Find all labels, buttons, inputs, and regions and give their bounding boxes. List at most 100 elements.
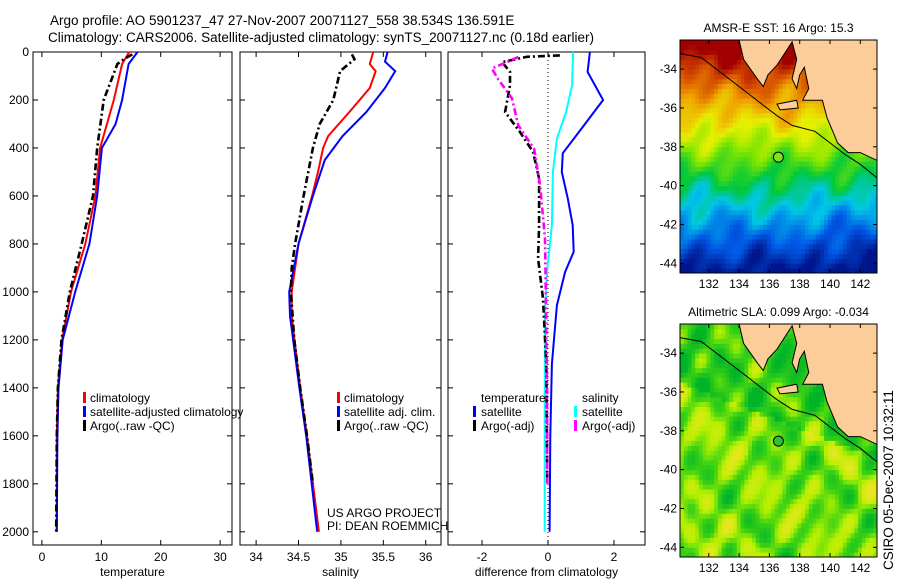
map-cell [702,440,707,446]
map-cell [755,93,760,99]
map-cell [808,103,813,109]
map-cell [680,243,685,250]
map-cell [869,243,874,250]
map-cell [774,117,779,123]
map-cell [752,175,757,182]
map-cell [687,348,692,354]
map-cell [850,532,855,538]
map-cell [736,489,741,495]
map-cell [717,234,723,240]
map-cell [763,479,768,485]
map-cell [744,445,749,451]
map-cell [736,127,741,133]
map-cell [714,108,719,114]
map-cell [842,205,848,211]
map-cell [717,44,723,51]
map-cell [820,171,825,177]
map-cell [698,513,704,519]
map-cell [805,464,810,471]
map-cell [695,108,700,114]
map-cell [801,88,806,94]
map-cell [733,377,738,383]
map-cell [839,190,844,196]
map-cell [748,98,753,104]
map-cell [744,523,749,529]
map-cell [714,40,719,46]
map-cell [687,49,692,55]
map-cell [736,382,741,388]
map-cell [835,459,840,466]
map-cell [816,518,821,524]
map-cell [736,205,741,211]
map-cell [812,214,817,221]
map-cell [752,209,757,216]
map-cell [748,214,753,221]
map-cell [854,209,859,216]
map-cell [778,239,783,245]
map-cell [812,229,817,235]
map-cell [793,542,798,548]
map-cell [835,180,840,187]
map-cell [706,200,711,206]
map-cell [786,166,791,172]
map-cell [729,353,734,359]
map-cell [831,547,836,553]
map-cell [801,200,806,206]
map-cell [782,348,787,354]
map-cell [680,440,685,446]
map-cell [839,263,844,269]
map-cell [687,523,692,529]
map-cell [748,547,753,553]
map-cell [680,416,685,422]
map-cell [740,103,745,109]
map-cell [793,513,798,519]
map-cell [778,406,783,412]
map-cell [698,450,704,456]
map-cell [683,146,688,153]
map-cell [736,392,741,398]
map-cell [729,324,734,330]
map-cell [714,243,719,250]
map-cell [824,435,829,441]
map-cell [740,547,745,553]
map-cell [770,161,776,167]
map-cell [714,234,719,240]
map-cell [755,137,760,143]
map-cell [680,532,685,538]
map-cell [774,362,779,369]
map-cell [755,537,760,543]
map-cell [680,333,685,339]
map-cell [831,493,836,500]
map-cell [691,333,696,339]
map-cell [816,161,821,167]
map-cell [839,248,844,254]
map-cell [827,175,832,182]
map-cell [850,498,855,505]
map-cell [824,503,829,509]
map-cell [820,185,825,191]
map-cell [710,328,715,335]
map-cell [733,83,738,89]
map-cell [831,484,836,490]
map-cell [865,243,870,250]
map-cell [858,435,863,441]
map-cell [691,243,696,250]
map-cell [812,248,817,254]
map-cell [714,498,719,505]
map-cell [702,214,707,221]
map-cell [759,455,764,461]
map-cell [846,234,851,240]
map-cell [873,185,878,191]
map-cell [752,253,757,259]
map-cell [759,161,764,167]
map-cell [702,430,707,437]
map-cell [706,338,711,344]
map-cell [789,258,795,264]
map-cell [714,127,719,133]
map-cell [816,195,821,201]
map-cell [683,59,688,65]
map-cell [786,518,791,524]
map-cell [827,137,832,143]
map-cell [740,205,745,211]
